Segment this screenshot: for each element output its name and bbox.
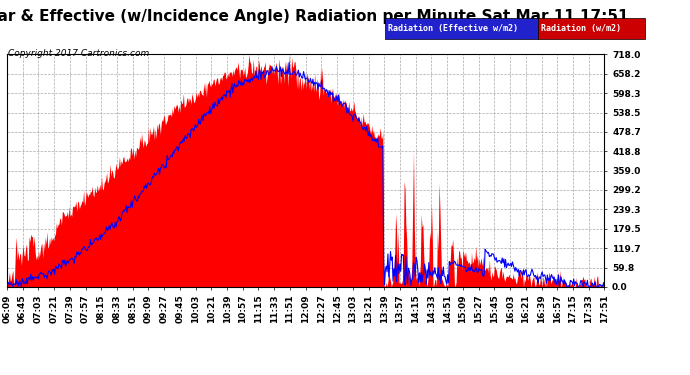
Text: Copyright 2017 Cartronics.com: Copyright 2017 Cartronics.com [8, 49, 150, 58]
Text: Radiation (w/m2): Radiation (w/m2) [541, 24, 621, 33]
Text: Solar & Effective (w/Incidence Angle) Radiation per Minute Sat Mar 11 17:51: Solar & Effective (w/Incidence Angle) Ra… [0, 9, 629, 24]
Text: Radiation (Effective w/m2): Radiation (Effective w/m2) [388, 24, 518, 33]
